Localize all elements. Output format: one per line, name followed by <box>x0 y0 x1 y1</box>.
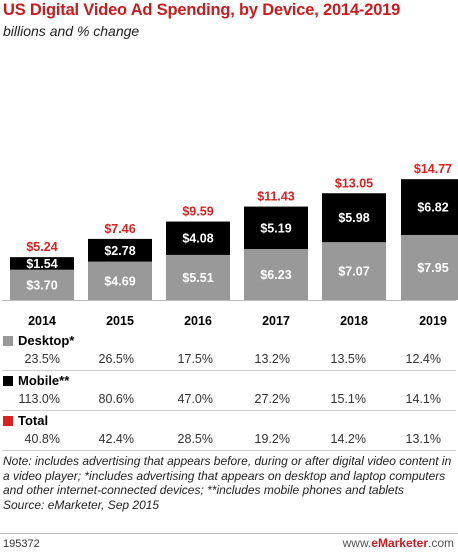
bar-mobile-2016 <box>166 221 230 255</box>
brand-name: eMarketer <box>371 536 428 550</box>
total-label: $14.77 <box>414 162 452 176</box>
table-cell: 13.5% <box>330 352 366 366</box>
x-tick-label: 2019 <box>419 314 447 328</box>
brand-logo[interactable]: www.eMarketer.com <box>343 536 454 550</box>
table-cell: 23.5% <box>24 352 60 366</box>
brand-suffix: .com <box>427 536 454 550</box>
series-name: Desktop* <box>18 333 75 348</box>
bar-desktop-2014 <box>10 269 74 300</box>
chart-note: Note: includes advertising that appears … <box>3 454 455 512</box>
table-divider <box>2 410 456 411</box>
chart-title: US Digital Video Ad Spending, by Device,… <box>3 1 401 19</box>
table-cell: 42.4% <box>98 432 134 446</box>
percent-change-table: Desktop* 23.5% 26.5% 17.5% 13.2% 13.5% 12.4% Mo… <box>0 331 458 451</box>
legend-swatch <box>3 335 13 346</box>
table-divider <box>2 450 456 451</box>
table-cell: 80.6% <box>98 392 134 406</box>
brand-prefix: www. <box>342 536 372 550</box>
data-label: $3.70 <box>26 278 57 292</box>
total-label: $5.24 <box>26 240 57 254</box>
table-cell: 47.0% <box>177 392 213 406</box>
table-cell: 28.5% <box>177 432 213 446</box>
x-tick-label: 2018 <box>340 314 368 328</box>
x-tick-label: 2015 <box>106 314 134 328</box>
table-cell: 113.0% <box>18 392 60 406</box>
bar-mobile-2019 <box>401 179 458 235</box>
table-cell: 13.2% <box>254 352 290 366</box>
chart-id: 195372 <box>3 538 40 550</box>
table-section-header: Desktop* <box>0 331 458 350</box>
total-label: $7.46 <box>104 222 135 236</box>
bar-desktop-2019 <box>401 234 458 300</box>
table-cell: 14.2% <box>330 432 366 446</box>
bar-desktop-2015 <box>88 261 152 300</box>
chart-footer: 195372 www.eMarketer.com <box>0 533 458 553</box>
legend-swatch <box>3 375 13 386</box>
data-label: $6.82 <box>417 201 448 215</box>
table-cell: 12.4% <box>405 352 441 366</box>
data-label: $4.69 <box>104 274 135 288</box>
series-name: Total <box>18 413 49 428</box>
bar-desktop-2016 <box>166 254 230 300</box>
table-section-header: Mobile** <box>0 371 458 390</box>
table-section-header: Total <box>0 411 458 430</box>
data-label: $4.08 <box>182 232 213 246</box>
total-label: $9.59 <box>182 205 213 219</box>
stacked-bar-chart: $3.70 $1.54 $5.24 2014 $4.69 $2.78 $7.46 2015 $5… <box>2 162 458 328</box>
data-label: $5.51 <box>182 271 213 285</box>
bar-mobile-2017 <box>244 206 308 250</box>
table-cell: 27.2% <box>254 392 290 406</box>
x-tick-label: 2016 <box>184 314 212 328</box>
table-cell: 26.5% <box>98 352 134 366</box>
data-label: $6.23 <box>260 268 291 282</box>
bar-desktop-2017 <box>244 249 308 300</box>
source-text: Source: eMarketer, Sep 2015 <box>3 497 160 512</box>
table-row: 23.5% 26.5% 17.5% 13.2% 13.5% 12.4% <box>0 350 458 370</box>
footer-divider <box>0 533 458 534</box>
table-cell: 17.5% <box>177 352 213 366</box>
table-cell: 40.8% <box>24 432 60 446</box>
chart-subtitle: billions and % change <box>3 23 140 39</box>
bar-desktop-2018 <box>322 242 386 300</box>
data-label: $7.95 <box>417 261 448 275</box>
table-cell: 15.1% <box>330 392 366 406</box>
table-cell: 13.1% <box>405 432 441 446</box>
total-label: $11.43 <box>257 190 295 204</box>
bar-mobile-2018 <box>322 193 386 243</box>
data-label: $5.98 <box>338 211 369 225</box>
bar-mobile-2014 <box>10 257 74 270</box>
table-row: 40.8% 42.4% 28.5% 19.2% 14.2% 13.1% <box>0 430 458 450</box>
data-label: $1.54 <box>26 257 57 271</box>
note-text: Note: includes advertising that appears … <box>3 454 452 497</box>
series-name: Mobile** <box>18 373 70 388</box>
data-label: $2.78 <box>104 244 135 258</box>
bar-mobile-2015 <box>88 238 152 262</box>
legend-swatch <box>3 415 13 426</box>
x-tick-label: 2017 <box>262 314 290 328</box>
total-label: $13.05 <box>335 176 373 190</box>
data-label: $5.19 <box>260 221 291 235</box>
data-label: $7.07 <box>338 265 369 279</box>
table-row: 113.0% 80.6% 47.0% 27.2% 15.1% 14.1% <box>0 390 458 410</box>
x-tick-label: 2014 <box>28 314 56 328</box>
table-cell: 19.2% <box>254 432 290 446</box>
table-divider <box>2 370 456 371</box>
table-cell: 14.1% <box>405 392 441 406</box>
